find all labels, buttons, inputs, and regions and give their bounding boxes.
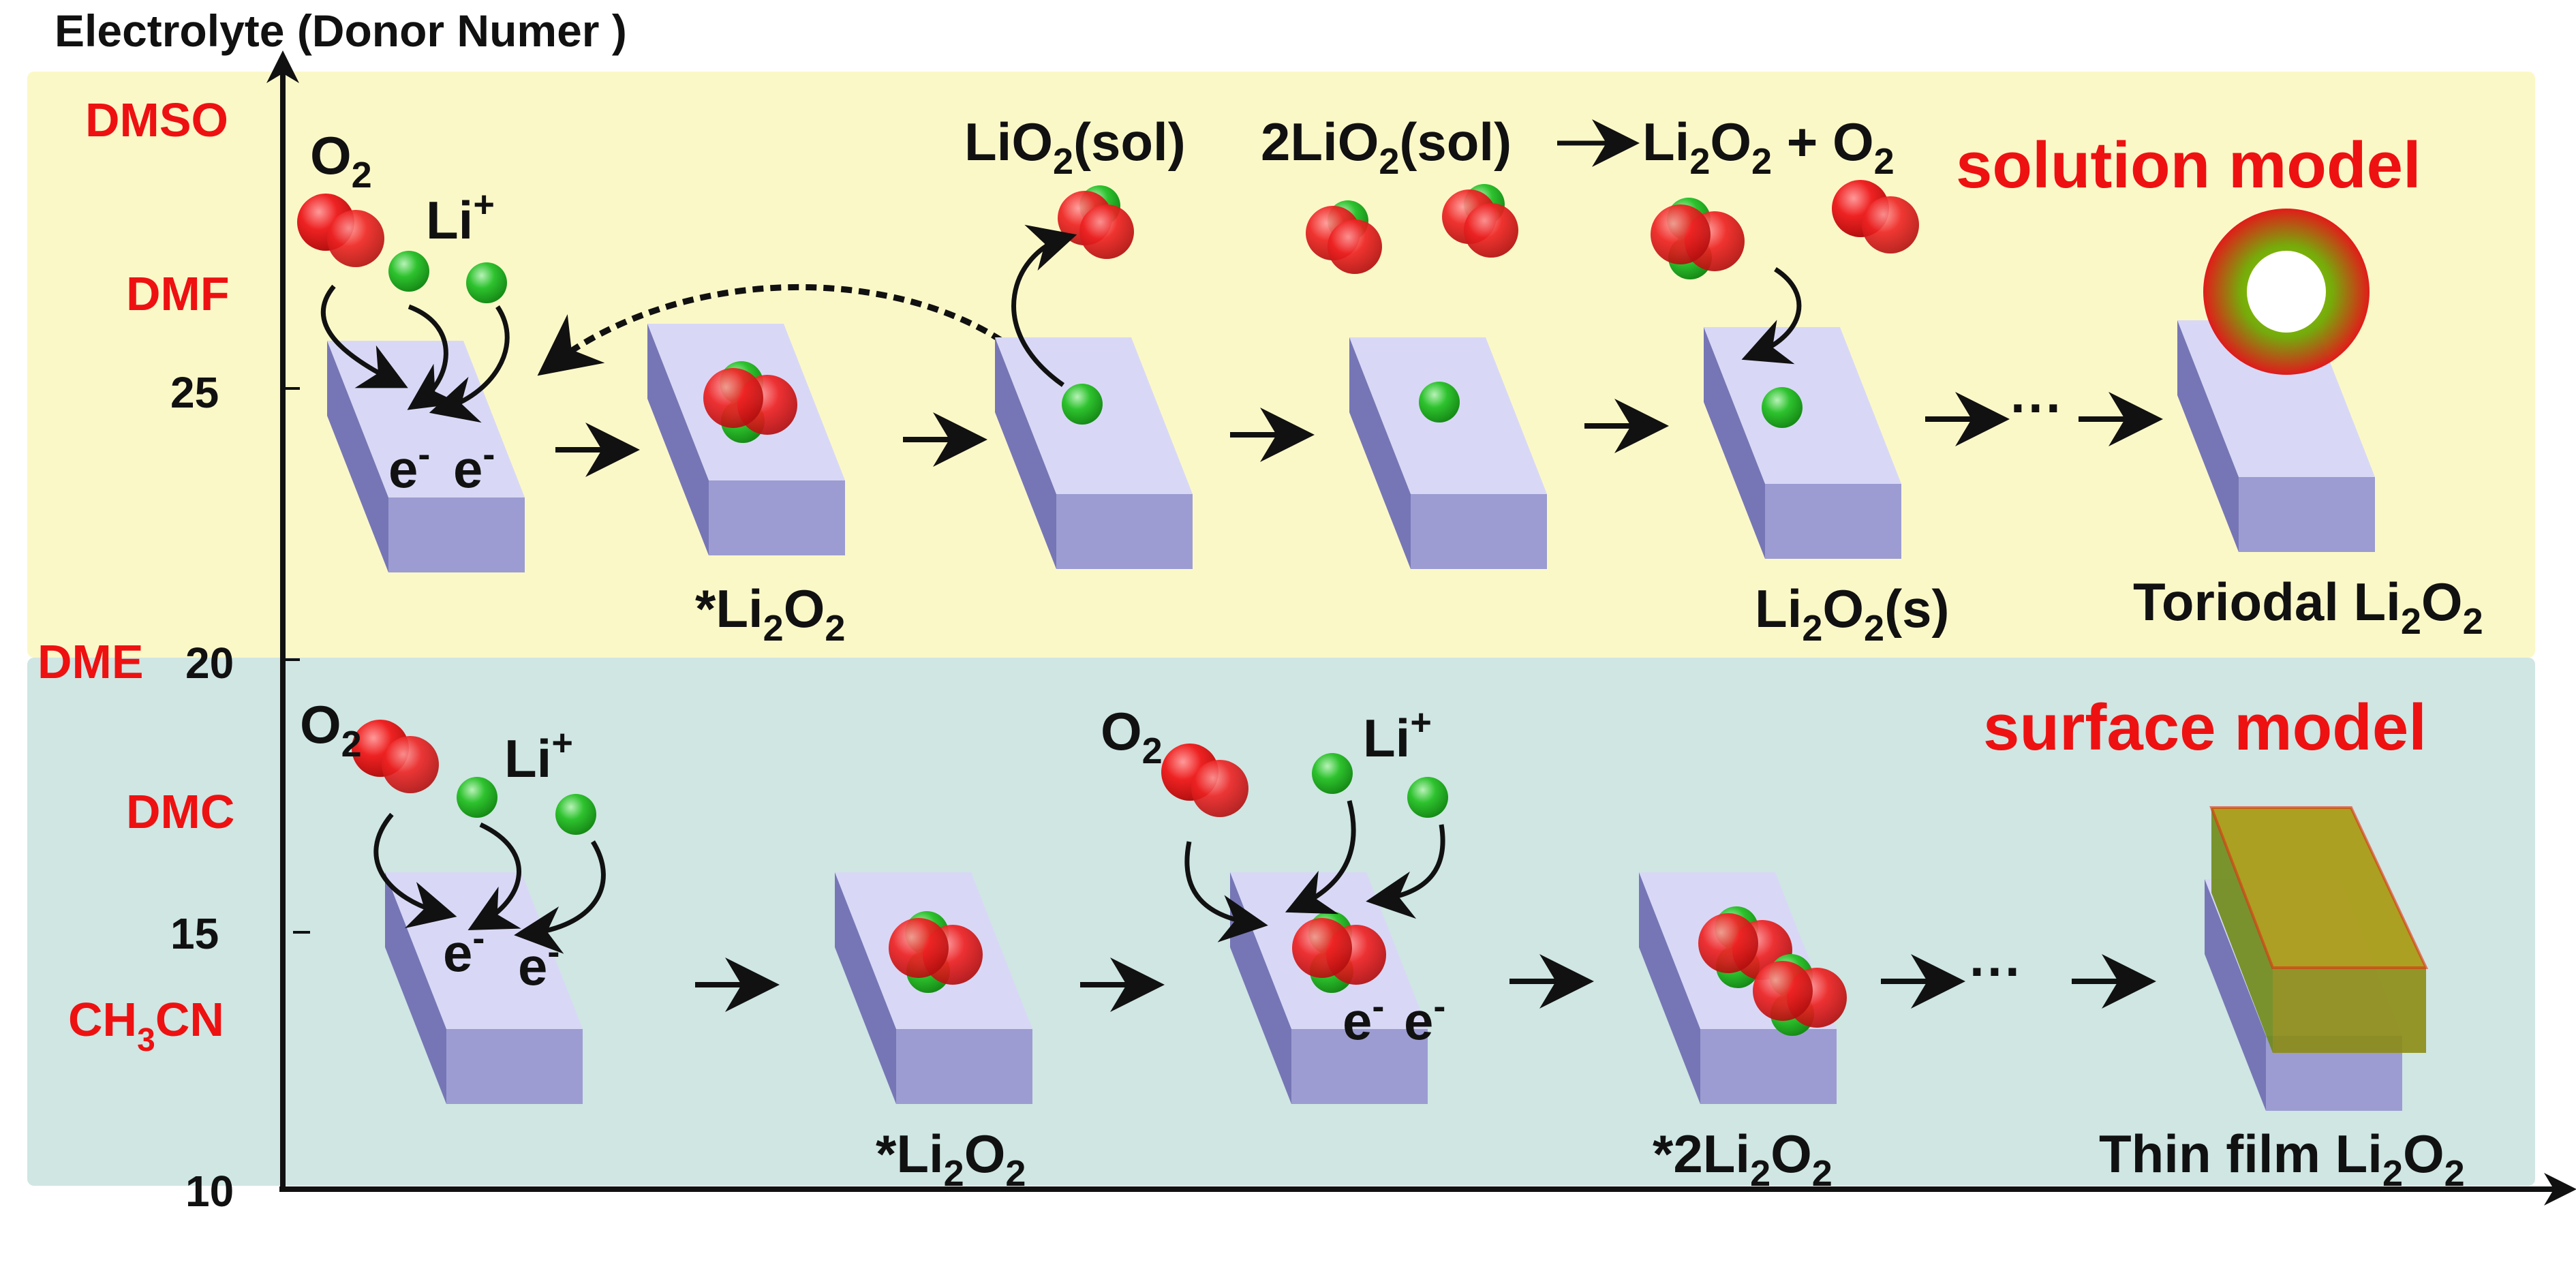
lithium-ion-icon [555, 794, 596, 835]
reaction-label: 2LiO2(sol) [1261, 112, 1512, 182]
reaction-product-label: Li2O2 + O2 [1642, 112, 1895, 182]
electron-label: e- [1404, 986, 1445, 1051]
solvent-dme: DME [37, 635, 144, 688]
lithium-ion-icon [1062, 384, 1103, 425]
electron-label: e- [453, 434, 495, 499]
arrow-icon [373, 812, 457, 929]
li-label: Li+ [426, 184, 495, 250]
o2-label: O2 [1101, 701, 1163, 771]
arrow-icon [321, 284, 408, 388]
lithium-ion-icon [1762, 387, 1803, 428]
li2o2-s-label: Li2O2(s) [1755, 579, 1949, 649]
star-2li2o2-label: *2Li2O2 [1653, 1124, 1833, 1194]
electron-label: e- [388, 434, 430, 499]
arrow-icon [1011, 224, 1077, 387]
solvent-dmso: DMSO [85, 93, 228, 147]
electron-label: e- [1343, 986, 1384, 1051]
star-li2o2-label: *Li2O2 [876, 1124, 1026, 1194]
solution-model-title: solution model [1956, 129, 2421, 202]
arrow-icon [1741, 267, 1802, 365]
solvent-dmc: DMC [126, 785, 234, 838]
surface-model-title: surface model [1983, 691, 2427, 764]
lithium-ion-icon [1312, 753, 1353, 794]
lithium-ion-icon [388, 251, 429, 292]
star-li2o2-label: *Li2O2 [695, 579, 845, 649]
lithium-ion-icon [1419, 382, 1460, 423]
arrow-icon [467, 822, 521, 930]
solvent-ch3cn: CH3CN [68, 993, 224, 1058]
thin-film-icon [2209, 806, 2429, 1053]
li-label: Li+ [504, 722, 573, 788]
lithium-ion-icon [1407, 777, 1448, 818]
tick-25: 25 [170, 368, 219, 417]
arrow-icon [429, 305, 510, 423]
thin-film-li2o2-label: Thin film Li2O2 [2099, 1124, 2465, 1194]
ellipsis: ··· [2010, 378, 2064, 438]
tick-20: 20 [185, 639, 234, 688]
o2-label: O2 [300, 694, 362, 765]
arrow-icon [514, 840, 606, 954]
lithium-ion-icon [457, 777, 497, 818]
ellipsis: ··· [1969, 941, 2023, 1001]
lio2-sol-label: LiO2(sol) [964, 112, 1186, 182]
arrow-icon [1184, 841, 1268, 942]
o2-label: O2 [310, 125, 372, 196]
lithium-ion-icon [466, 262, 507, 303]
li-label: Li+ [1363, 702, 1432, 768]
tick-10: 10 [185, 1167, 234, 1216]
dashed-return-arrow [537, 283, 1004, 376]
tick-15: 15 [170, 909, 219, 958]
y-axis-title: Electrolyte (Donor Numer ) [55, 5, 627, 56]
solvent-dmf: DMF [126, 267, 230, 320]
arrow-icon [1285, 800, 1356, 915]
arrow-icon [1366, 824, 1445, 919]
toroidal-li2o2-label: Toriodal Li2O2 [2133, 572, 2483, 642]
